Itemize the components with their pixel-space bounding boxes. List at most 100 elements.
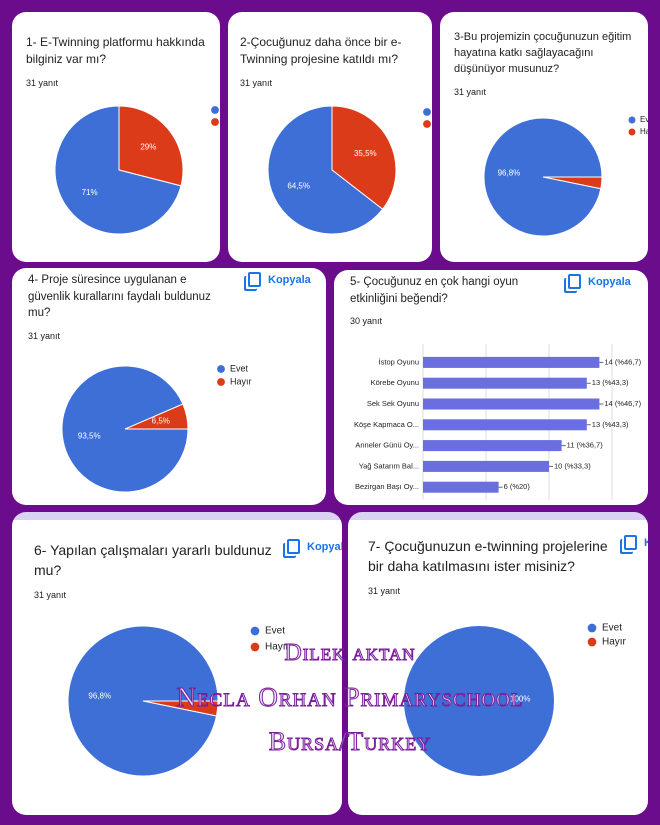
pie-slice (118, 105, 184, 187)
bar-value-label: 13 (%43,3) (592, 420, 629, 429)
question-title: 1- E-Twinning platformu hakkında bilgini… (26, 35, 205, 67)
question: 3-Bu projemizin çocuğunuzun eğitim hayat… (454, 30, 639, 99)
bar-value-label: 6 (%20) (504, 482, 531, 491)
category-label: Bezirgan Başı Oy... (355, 482, 419, 491)
copy-label: Kopyala (268, 273, 311, 286)
question-title: 5- Çocuğunuz en çok hangi oyun etkinliği… (350, 276, 519, 305)
slice-label: 96,8% (88, 692, 111, 701)
legend-dot (250, 626, 260, 636)
card: 7- Çocuğunuzun e-twinning projelerine bi… (348, 512, 648, 815)
category-label: Köşe Kapmaca O... (354, 420, 419, 429)
question: 2-Çocuğunuz daha önce bir e-Twinning pro… (240, 34, 415, 90)
legend-dot (217, 378, 225, 386)
copy-label: Kopyala (588, 275, 631, 288)
pie-slice (483, 117, 603, 237)
pie-slice (331, 105, 397, 210)
copy-icon (568, 274, 581, 289)
card: 1- E-Twinning platformu hakkında bilgini… (12, 12, 220, 262)
bar (423, 481, 499, 493)
slice-label: 6,5% (152, 417, 170, 426)
legend-dot (628, 116, 636, 124)
copy-icon (624, 535, 637, 550)
legend-dot (587, 637, 597, 647)
copy-button[interactable]: Kopyala (248, 272, 311, 287)
question-title: 7- Çocuğunuzun e-twinning projelerine bi… (368, 538, 608, 575)
question-title: 6- Yapılan çalışmaları yararlı buldunuz … (34, 542, 272, 579)
question-title: 3-Bu projemizin çocuğunuzun eğitim hayat… (454, 31, 632, 75)
slice-label: 35,5% (354, 149, 377, 158)
response-count: 31 yanıt (368, 585, 401, 596)
legend-label: Hayır (602, 637, 627, 648)
bar-value-label: 14 (%46,7) (604, 357, 641, 366)
legend-dot (587, 623, 597, 633)
copy-icon (287, 539, 300, 554)
slice-label: 64,5% (287, 181, 310, 190)
legend-label: Hayır (640, 127, 648, 136)
bar-value-label: 14 (%46,7) (604, 399, 641, 408)
slice-label: 71% (82, 188, 98, 197)
legend-dot (423, 108, 431, 116)
copy-label: Kopyala (644, 536, 648, 549)
bar-value-label: 13 (%43,3) (592, 378, 629, 387)
category-label: Körebe Oyunu (371, 378, 419, 387)
legend-label: Hayır (230, 376, 252, 386)
question: 5- Çocuğunuz en çok hangi oyun etkinliği… (350, 274, 550, 328)
legend-dot (211, 106, 219, 114)
category-label: İstop Oyunu (379, 357, 419, 366)
slice-label: 29% (140, 142, 156, 151)
bar (423, 460, 549, 472)
response-count: 30 yanıt (350, 316, 383, 327)
bar (423, 377, 587, 389)
pie-slice (267, 105, 384, 235)
copy-button[interactable]: Kopyala (287, 539, 342, 554)
response-count: 31 yanıt (28, 331, 61, 342)
chart: 6,5% 93,5% Evet Hayır (61, 363, 252, 493)
watermark-text: Bursa/Turkey (268, 727, 432, 757)
chart: 100% Evet Hayır (404, 623, 627, 776)
category-label: Sek Sek Oyunu (367, 399, 419, 408)
bar (423, 398, 600, 410)
slice-label: 93,5% (78, 432, 101, 441)
card: 4- Proje süresince uygulanan e güvenlik … (12, 268, 326, 505)
question: 4- Proje süresince uygulanan e güvenlik … (28, 272, 223, 343)
chart: 96,8% Evet Hayır (483, 115, 648, 237)
legend-label: Hayır (265, 642, 290, 653)
pie-slice (61, 365, 189, 493)
copy-button[interactable]: Kopyala (624, 535, 648, 550)
legend-dot (628, 128, 636, 136)
question: 6- Yapılan çalışmaları yararlı buldunuz … (34, 540, 274, 602)
response-count: 31 yanıt (34, 589, 67, 600)
legend-dot (423, 120, 431, 128)
bar-value-label: 11 (%36,7) (567, 441, 604, 450)
watermark-text: Dilek aktan (284, 640, 416, 667)
legend-dot (211, 118, 219, 126)
copy-label: Kopyala (307, 540, 342, 553)
bar (423, 356, 600, 368)
slice-label: 96,8% (498, 169, 521, 178)
card: 2-Çocuğunuz daha önce bir e-Twinning pro… (228, 12, 432, 262)
legend-label: Evet (265, 626, 285, 637)
legend-dot (250, 642, 260, 652)
question: 7- Çocuğunuzun e-twinning projelerine bi… (368, 536, 608, 598)
legend-label: Evet (640, 115, 648, 124)
question-title: 4- Proje süresince uygulanan e güvenlik … (28, 274, 211, 320)
chart: 96,8% Evet Hayır (67, 625, 290, 777)
pie-slice (404, 626, 554, 776)
legend-dot (217, 365, 225, 373)
card: 6- Yapılan çalışmaları yararlı buldunuz … (12, 512, 342, 815)
bar-value-label: 10 (%33,3) (554, 461, 591, 470)
card: 3-Bu projemizin çocuğunuzun eğitim hayat… (440, 12, 648, 262)
copy-button[interactable]: Kopyala (568, 274, 631, 289)
bar (423, 440, 562, 452)
pie-slice (54, 105, 182, 235)
copy-icon (248, 272, 261, 287)
question: 1- E-Twinning platformu hakkında bilgini… (26, 34, 211, 90)
pie-slice (67, 625, 219, 777)
question-title: 2-Çocuğunuz daha önce bir e-Twinning pro… (240, 35, 402, 67)
card: 5- Çocuğunuz en çok hangi oyun etkinliği… (334, 270, 648, 505)
response-count: 31 yanıt (26, 77, 59, 88)
bar (423, 419, 587, 431)
